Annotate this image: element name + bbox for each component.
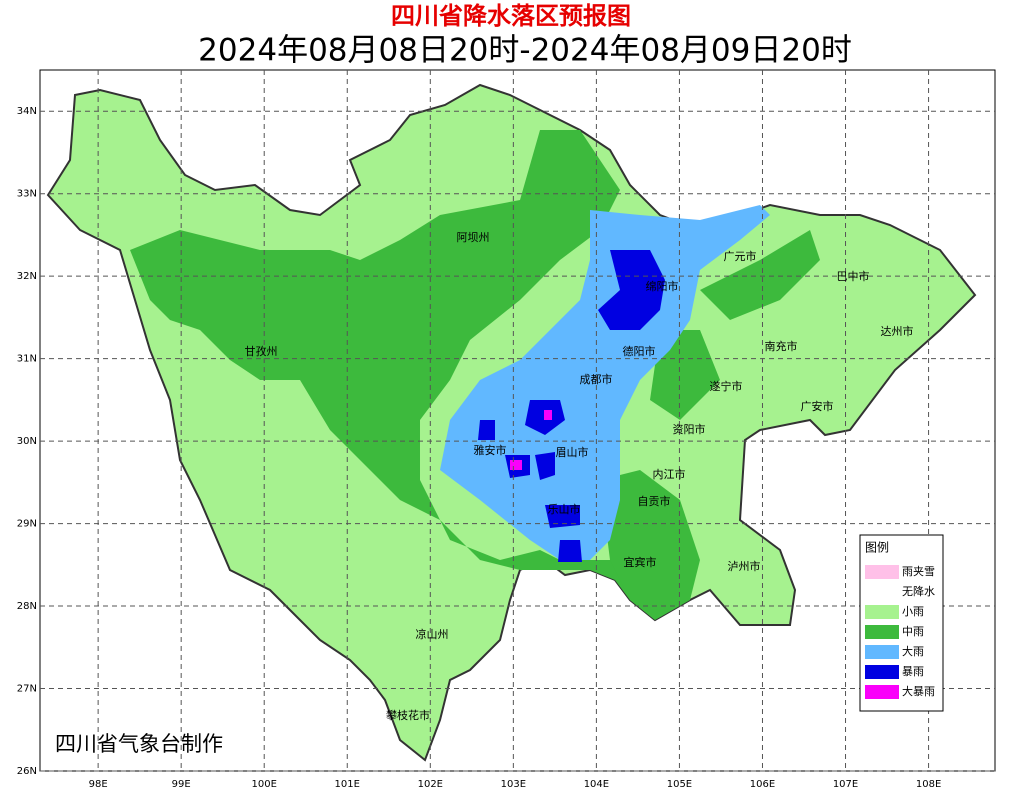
city-label: 攀枝花市 xyxy=(386,708,430,722)
lon-tick-label: 100E xyxy=(252,779,277,790)
subtitle: 2024年08月08日20时-2024年08月09日20时 xyxy=(198,33,852,69)
city-label: 遂宁市 xyxy=(710,379,743,393)
lon-tick-label: 102E xyxy=(418,779,443,790)
lat-tick-label: 30N xyxy=(17,436,37,447)
city-label: 自贡市 xyxy=(638,494,671,508)
legend-swatch xyxy=(865,645,899,659)
city-label: 达州市 xyxy=(881,324,914,338)
legend-swatch xyxy=(865,565,899,579)
legend-swatch xyxy=(865,625,899,639)
city-label: 广元市 xyxy=(724,249,757,263)
lat-tick-label: 26N xyxy=(17,766,37,777)
rainstorm xyxy=(478,250,665,562)
legend-label: 无降水 xyxy=(902,584,935,598)
lat-tick-label: 28N xyxy=(17,601,37,612)
credit: 四川省气象台制作 xyxy=(55,732,223,756)
lat-tick-label: 33N xyxy=(17,189,37,200)
legend-swatch xyxy=(865,585,899,599)
city-label: 成都市 xyxy=(580,372,613,386)
city-label: 凉山州 xyxy=(416,627,449,641)
lat-tick-label: 34N xyxy=(17,106,37,117)
lon-tick-label: 103E xyxy=(501,779,526,790)
legend-box xyxy=(859,534,944,712)
legend-label: 中雨 xyxy=(902,625,924,638)
lat-tick-label: 32N xyxy=(17,271,37,282)
legend-swatch xyxy=(865,605,899,619)
city-label: 雅安市 xyxy=(474,443,507,457)
heavy-rainstorm xyxy=(510,410,552,470)
lon-tick-label: 98E xyxy=(89,779,108,790)
legend-title: 图例 xyxy=(865,541,889,555)
city-label: 宜宾市 xyxy=(624,555,657,569)
city-label: 南充市 xyxy=(765,339,798,353)
legend-swatch xyxy=(865,685,899,699)
province-shapes xyxy=(46,83,977,762)
legend-label: 小雨 xyxy=(902,605,924,618)
city-label: 绵阳市 xyxy=(646,279,679,293)
lon-tick-label: 101E xyxy=(335,779,360,790)
legend-label: 大雨 xyxy=(902,644,924,658)
city-label: 内江市 xyxy=(653,467,686,481)
lon-tick-label: 99E xyxy=(172,779,191,790)
legend-label: 雨夹雪 xyxy=(902,565,935,578)
city-label: 眉山市 xyxy=(556,445,589,459)
legend-label: 大暴雨 xyxy=(902,684,935,698)
city-label: 甘孜州 xyxy=(245,344,278,358)
legend-label: 暴雨 xyxy=(902,665,924,678)
lon-tick-label: 107E xyxy=(833,779,858,790)
city-label: 乐山市 xyxy=(548,502,581,516)
lat-tick-label: 29N xyxy=(17,519,37,530)
grid: 98E 99E 100E 101E 102E 103E 104E 105E 106E 107E 10… xyxy=(17,70,995,790)
city-label: 资阳市 xyxy=(673,422,706,436)
city-label: 巴中市 xyxy=(837,269,870,283)
title: 四川省降水落区预报图 xyxy=(391,2,631,30)
city-label: 广安市 xyxy=(801,399,834,413)
lon-tick-label: 106E xyxy=(750,779,775,790)
lon-tick-label: 108E xyxy=(916,779,941,790)
legend-swatch xyxy=(865,665,899,679)
city-label: 德阳市 xyxy=(623,344,656,358)
moderate-rain xyxy=(130,130,655,620)
lat-tick-label: 27N xyxy=(17,684,37,695)
lon-tick-label: 105E xyxy=(667,779,692,790)
lon-tick-label: 104E xyxy=(584,779,609,790)
city-label: 阿坝州 xyxy=(457,230,490,244)
city-label: 泸州市 xyxy=(728,559,761,573)
lat-tick-label: 31N xyxy=(17,354,37,365)
moderate-rain xyxy=(600,230,820,620)
